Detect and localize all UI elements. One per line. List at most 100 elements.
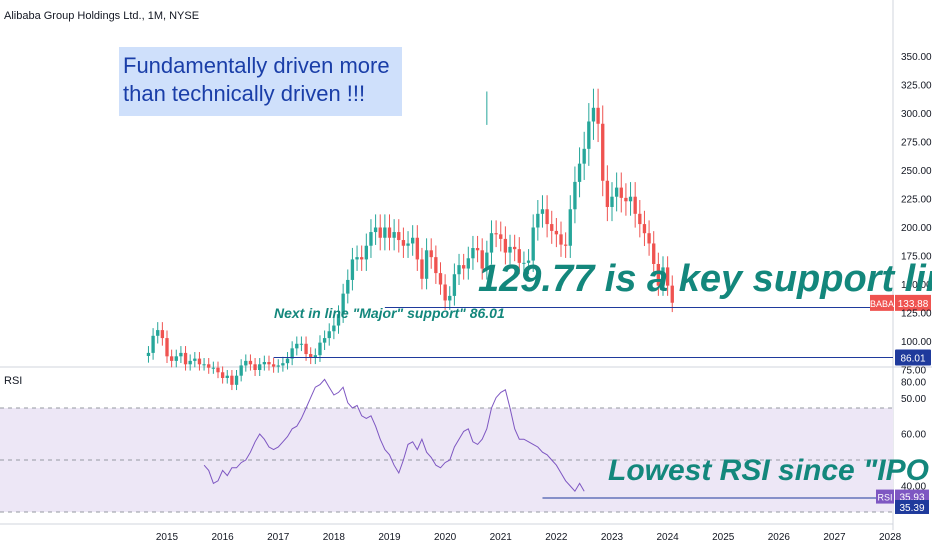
symbol-badge (870, 294, 894, 311)
axes: 50.00 75.00 100.00 125.00 150.00 175.00 200.00… (156, 52, 932, 543)
next-support-annotation[interactable]: Next in line "Major" support" 86.01 (274, 305, 505, 321)
candle-body (652, 243, 656, 264)
rsi-tick-label: 60.00 (901, 430, 926, 441)
fundamental-note[interactable]: Fundamentally driven more than technical… (119, 47, 402, 116)
candle-body (248, 360, 253, 365)
candle-body (406, 243, 410, 246)
candle-body (568, 209, 572, 246)
candle (183, 346, 188, 371)
candle-body (601, 123, 605, 181)
candle-body (582, 148, 586, 164)
key-support-annotation[interactable]: 129.77 is a key support line (478, 258, 932, 300)
candle-body (517, 249, 521, 263)
candle-body (661, 267, 665, 286)
time-tick-label: 2015 (156, 532, 179, 543)
candle (526, 249, 531, 275)
time-tick-label: 2027 (823, 532, 846, 543)
candle-body (642, 224, 647, 234)
candle-body (554, 230, 559, 235)
candle (406, 231, 410, 258)
candle-body (665, 267, 670, 286)
candle (577, 147, 582, 198)
candle-body (614, 187, 619, 197)
candle-body (452, 274, 457, 296)
candle (169, 349, 174, 368)
candle (582, 131, 586, 180)
candle (146, 346, 151, 363)
candle-body (193, 358, 197, 361)
candle (531, 214, 535, 273)
candle-body (244, 360, 248, 366)
candle (614, 172, 619, 212)
last-price-badge (895, 294, 931, 311)
candle-body (378, 227, 382, 238)
candle (661, 256, 665, 296)
candle-body (267, 362, 271, 365)
candle (573, 166, 577, 224)
candle (281, 356, 285, 372)
candle-body (633, 196, 637, 214)
candle (378, 214, 382, 251)
candle (248, 354, 253, 371)
candle-body (202, 364, 206, 366)
candle (239, 359, 243, 382)
candle-body (332, 325, 336, 332)
candle (638, 200, 642, 238)
candle (665, 256, 670, 296)
price-tick-label: 75.00 (901, 366, 926, 377)
candle (332, 317, 336, 340)
candle (360, 245, 364, 271)
candle-body (373, 227, 378, 233)
rsi-note-annotation[interactable]: Lowest RSI since "IPO" (608, 454, 932, 487)
candle-body (346, 279, 350, 294)
candle-body (670, 285, 674, 303)
candle-body (531, 227, 535, 261)
candle (174, 349, 178, 368)
candle-body (355, 257, 359, 260)
candle-body (443, 284, 447, 301)
candle (475, 235, 480, 263)
candle (457, 253, 461, 286)
candle (656, 252, 661, 296)
candle (211, 361, 216, 374)
time-tick-label: 2024 (657, 532, 680, 543)
candle-body (591, 107, 596, 122)
price-tick-label: 50.00 (901, 394, 926, 405)
candle (267, 355, 271, 371)
candle-body (156, 330, 160, 336)
candle-body (545, 209, 549, 225)
candle (313, 348, 318, 365)
candle (550, 210, 554, 244)
time-tick-label: 2028 (879, 532, 902, 543)
candle-body (647, 233, 651, 244)
candle-body (475, 248, 480, 251)
candle-body (415, 237, 419, 260)
candle-body (480, 250, 484, 269)
candle-body (503, 238, 508, 253)
candle (642, 210, 647, 247)
candle-body (341, 293, 345, 315)
candle-body (489, 233, 494, 253)
rsi-tick-label: 80.00 (901, 378, 926, 389)
candle-body (434, 257, 438, 274)
candle-body (309, 354, 313, 358)
candle-body (656, 263, 661, 286)
candle-body (364, 245, 368, 260)
chart-title: Alibaba Group Holdings Ltd., 1M, NYSE (4, 10, 200, 22)
candle (244, 354, 248, 372)
candle-body (485, 252, 489, 269)
candle-body (290, 348, 294, 359)
candles (146, 88, 674, 391)
candle-body (526, 260, 531, 263)
candle-body (174, 356, 178, 361)
candle (480, 238, 484, 280)
time-tick-label: 2019 (378, 532, 401, 543)
candle-body (438, 273, 443, 285)
rsi-tick-label: 40.00 (901, 482, 926, 493)
candle (545, 195, 549, 238)
candle (652, 231, 656, 276)
candle (369, 219, 373, 258)
rsi-line (203, 378, 585, 493)
candle-body (499, 234, 503, 239)
candle (434, 245, 438, 284)
